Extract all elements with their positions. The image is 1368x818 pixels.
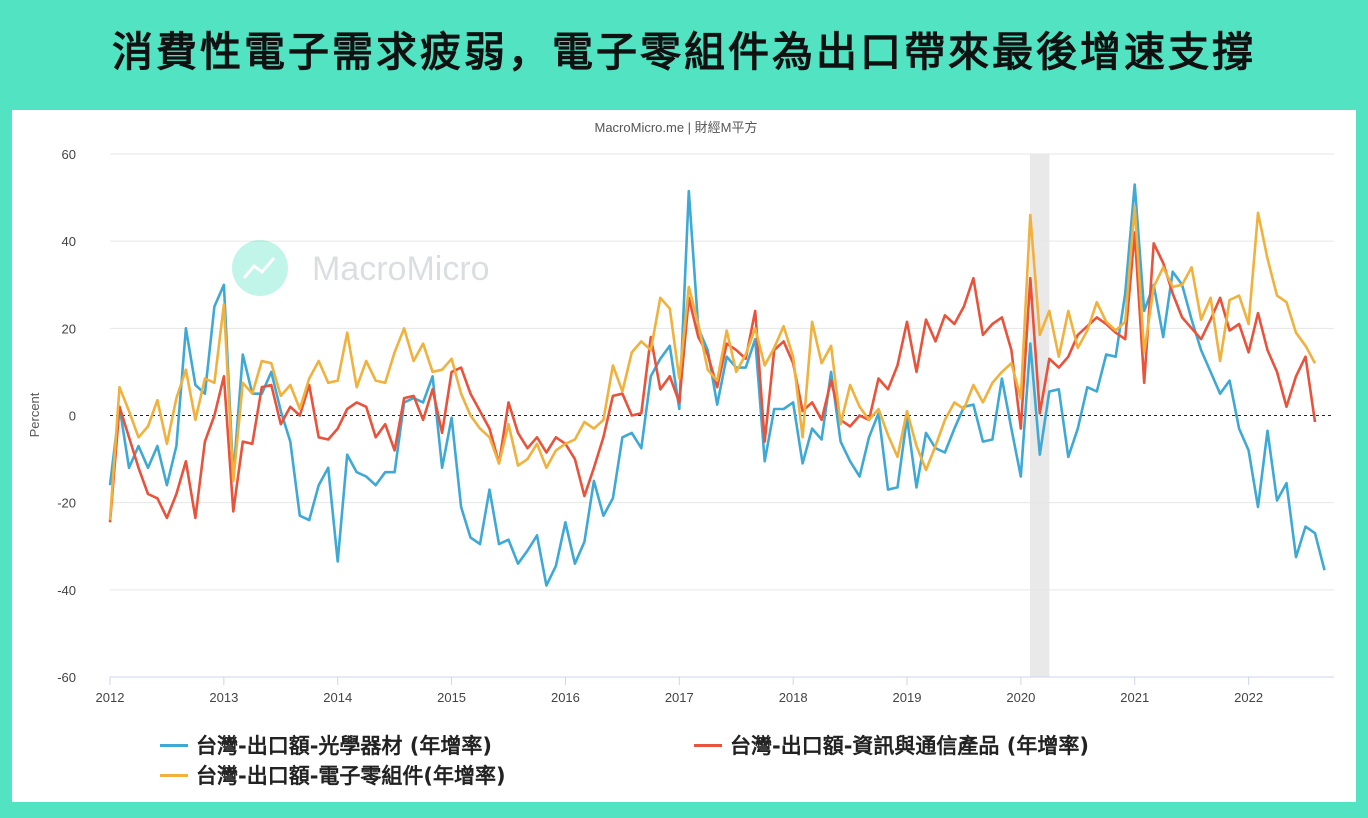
y-tick-label: 20 [62,321,76,336]
legend-item-components[interactable]: 台灣-出口額-電子零組件(年增率) [160,760,506,790]
watermark-text: MacroMicro [312,250,490,288]
legend-item-optical[interactable]: 台灣-出口額-光學器材 (年增率) [160,730,492,760]
watermark-logo-icon [232,240,288,296]
watermark: MacroMicro [232,240,490,296]
legend-label-components: 台灣-出口額-電子零組件(年增率) [196,764,506,788]
legend-swatch-ict [694,743,722,747]
x-tick-label: 2018 [779,690,808,705]
y-tick-label: -40 [57,583,76,598]
x-tick-label: 2020 [1006,690,1035,705]
series-line-components [108,205,1317,521]
series-line-optical [108,183,1326,587]
series-line-ict [108,231,1317,523]
headline: 消費性電子需求疲弱，電子零組件為出口帶來最後增速支撐 [112,28,1256,76]
x-tick-label: 2019 [893,690,922,705]
y-axis-label: Percent [27,392,42,437]
x-tick-label: 2014 [323,690,352,705]
chart-source: MacroMicro.me | 財經M平方 [595,120,758,135]
x-tick-label: 2012 [96,690,125,705]
legend-swatch-optical [160,743,188,747]
x-tick-label: 2013 [209,690,238,705]
y-tick-label: -20 [57,496,76,511]
y-tick-label: 0 [69,409,76,424]
y-tick-label: -60 [57,670,76,685]
axes: -60 -40 -20 0 20 40 60 2012 2013 2014 2015 2016 2017… [57,147,1334,705]
x-tick-label: 2016 [551,690,580,705]
gridlines [110,153,1334,678]
x-tick-label: 2015 [437,690,466,705]
watermark-trend-icon [242,257,276,279]
legend-item-ict[interactable]: 台灣-出口額-資訊與通信產品 (年增率) [694,730,1089,760]
series-lines [108,183,1326,587]
y-tick-label: 40 [62,234,76,249]
legend-swatch-components [160,773,188,777]
x-tick-label: 2017 [665,690,694,705]
legend-label-optical: 台灣-出口額-光學器材 (年增率) [196,734,492,758]
chart-panel: MacroMicro.me | 財經M平方 MacroMicro -60 -40-… [12,110,1356,802]
x-tick-label: 2021 [1120,690,1149,705]
y-tick-label: 60 [62,147,76,162]
x-tick-label: 2022 [1234,690,1263,705]
legend-label-ict: 台灣-出口額-資訊與通信產品 (年增率) [730,734,1089,758]
line-chart: MacroMicro.me | 財經M平方 MacroMicro -60-40-… [27,120,1334,705]
